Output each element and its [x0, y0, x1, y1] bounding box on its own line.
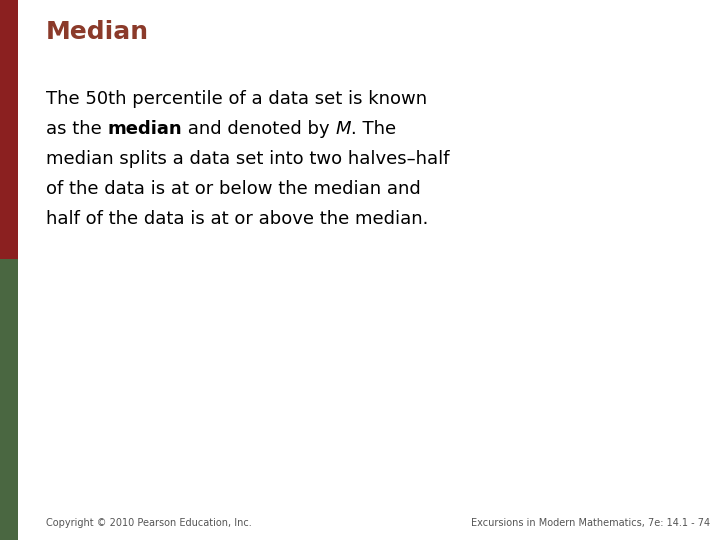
Bar [0, 0, 18, 259]
Text: and denoted by: and denoted by [182, 120, 336, 138]
Text: of the data is at or below the median and: of the data is at or below the median an… [46, 180, 420, 198]
Text: median: median [107, 120, 182, 138]
Bar [0, 259, 18, 540]
Text: half of the data is at or above the median.: half of the data is at or above the medi… [46, 210, 428, 228]
Text: Copyright © 2010 Pearson Education, Inc.: Copyright © 2010 Pearson Education, Inc. [46, 518, 252, 528]
Text: The 50th percentile of a data set is known: The 50th percentile of a data set is kno… [46, 90, 427, 108]
Text: median splits a data set into two halves–half: median splits a data set into two halves… [46, 150, 449, 168]
Text: as the: as the [46, 120, 107, 138]
Text: Median: Median [46, 20, 149, 44]
Text: . The: . The [351, 120, 396, 138]
Text: M: M [336, 120, 351, 138]
Text: Excursions in Modern Mathematics, 7e: 14.1 - 74: Excursions in Modern Mathematics, 7e: 14… [471, 518, 710, 528]
